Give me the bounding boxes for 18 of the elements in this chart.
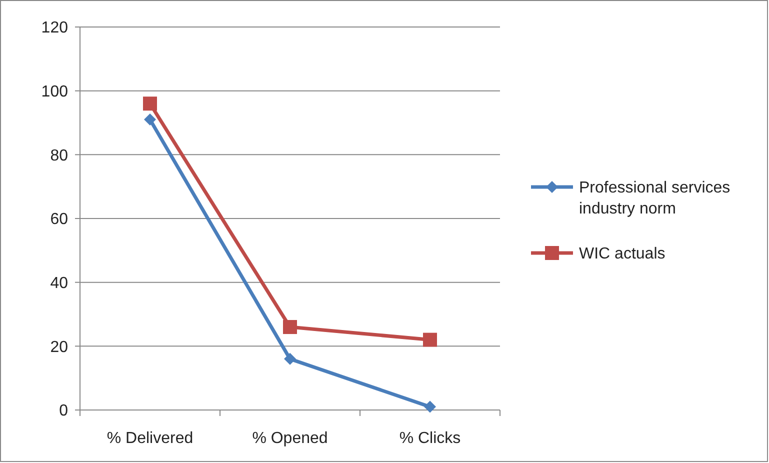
point (284, 352, 296, 365)
y-tick-label: 40 (50, 274, 68, 292)
y-tick-label: 60 (50, 211, 68, 228)
point (144, 114, 156, 126)
y-tick-label: 20 (50, 338, 68, 356)
y-tick-label: 80 (50, 147, 68, 164)
x-tick-label: % Delivered (106, 430, 194, 447)
point (143, 96, 157, 111)
y-tick-label: 100 (41, 83, 68, 100)
legend-label: Professional services industry norm (579, 180, 730, 218)
point (283, 320, 297, 334)
point (424, 400, 436, 413)
y-tick-label: 0 (59, 402, 68, 420)
point (423, 332, 437, 347)
y-tick-label: 120 (41, 20, 68, 37)
x-tick-label: % Clicks (399, 430, 461, 447)
legend-label: WIC actuals (579, 246, 666, 263)
x-tick-label: % Opened (252, 430, 328, 447)
